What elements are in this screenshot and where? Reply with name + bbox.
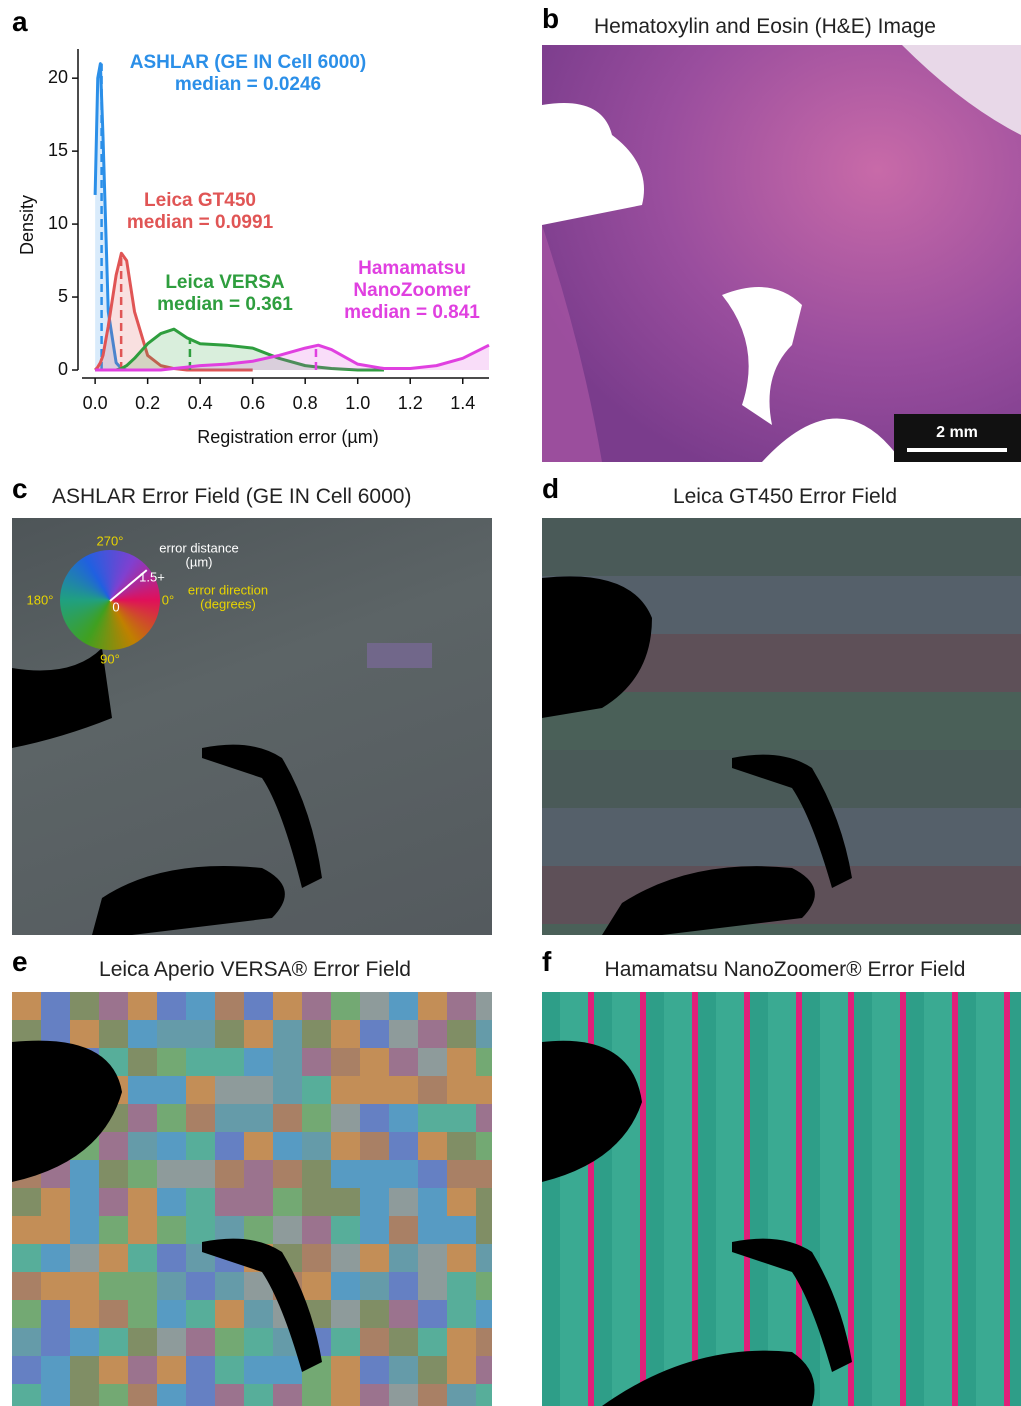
x-tick-label: 0.8 xyxy=(293,393,318,413)
panel-label: e xyxy=(12,946,28,978)
panel-label: b xyxy=(542,3,559,35)
wheel-label: error distance xyxy=(159,541,238,556)
panel-label: d xyxy=(542,473,559,505)
series-label: Hamamatsu NanoZoomer xyxy=(347,258,477,302)
x-tick-label: 0.4 xyxy=(188,393,213,413)
panel-title: ASHLAR Error Field (GE IN Cell 6000) xyxy=(52,485,411,509)
x-tick-label: 1.2 xyxy=(398,393,423,413)
wheel-label: 0 xyxy=(112,600,119,615)
x-tick-label: 0.2 xyxy=(135,393,160,413)
x-tick-label: 0.6 xyxy=(240,393,265,413)
x-axis-title: Registration error (µm) xyxy=(197,427,378,447)
wheel-label: (degrees) xyxy=(200,597,256,612)
series-label: Leica GT450 xyxy=(127,190,273,212)
y-tick-label: 5 xyxy=(58,286,68,306)
series-label: Leica VERSA xyxy=(157,272,293,294)
gap xyxy=(202,1239,322,1372)
y-tick-label: 20 xyxy=(48,67,68,87)
scale-bar xyxy=(907,448,1007,452)
wheel-label: 1.5+ xyxy=(139,570,165,585)
panel-title: Hematoxylin and Eosin (H&E) Image xyxy=(594,15,936,39)
wheel-label: error direction xyxy=(188,583,268,598)
panel-label: f xyxy=(542,946,551,978)
he-image: 2 mm xyxy=(542,45,1021,462)
y-tick-label: 10 xyxy=(48,213,68,233)
he-shapes xyxy=(542,45,1021,462)
panel-title: Leica GT450 Error Field xyxy=(673,485,897,509)
series-label: ASHLAR (GE IN Cell 6000) xyxy=(130,52,367,74)
annotation: ASHLAR (GE IN Cell 6000)median = 0.0246 xyxy=(130,52,367,96)
error-field-f xyxy=(542,992,1021,1406)
y-tick-label: 0 xyxy=(58,359,68,379)
median-label: median = 0.361 xyxy=(157,294,293,316)
error-field-c: 270° 180° 0° 90° 0 1.5+ error distance (… xyxy=(12,518,492,935)
x-tick-label: 1.4 xyxy=(450,393,475,413)
y-axis-title: Density xyxy=(17,195,37,255)
median-label: median = 0.841 xyxy=(344,302,480,324)
annotation: Leica GT450median = 0.0991 xyxy=(127,190,273,234)
gap xyxy=(12,1041,122,1182)
x-tick-label: 0.0 xyxy=(83,393,108,413)
page: a Density Registration error (µm) 051015… xyxy=(0,0,1021,1406)
wheel-label: (µm) xyxy=(186,555,213,570)
median-label: median = 0.0991 xyxy=(127,212,273,234)
y-tick-label: 15 xyxy=(48,140,68,160)
error-field-d xyxy=(542,518,1021,935)
x-tick-label: 1.0 xyxy=(345,393,370,413)
tissue-gaps xyxy=(12,992,492,1406)
wheel-label: 180° xyxy=(27,593,54,608)
wheel-label: 90° xyxy=(100,652,120,667)
panel-label: c xyxy=(12,473,28,505)
wheel-label: 0° xyxy=(162,593,174,608)
tissue-gaps xyxy=(542,992,1021,1406)
panel-title: Hamamatsu NanoZoomer® Error Field xyxy=(605,958,966,982)
median-label: median = 0.0246 xyxy=(130,74,367,96)
error-field-e xyxy=(12,992,492,1406)
panel-title: Leica Aperio VERSA® Error Field xyxy=(99,958,411,982)
scale-bar-label: 2 mm xyxy=(913,424,1001,442)
tissue-gaps xyxy=(542,518,1021,935)
wheel-label: 270° xyxy=(97,534,124,549)
